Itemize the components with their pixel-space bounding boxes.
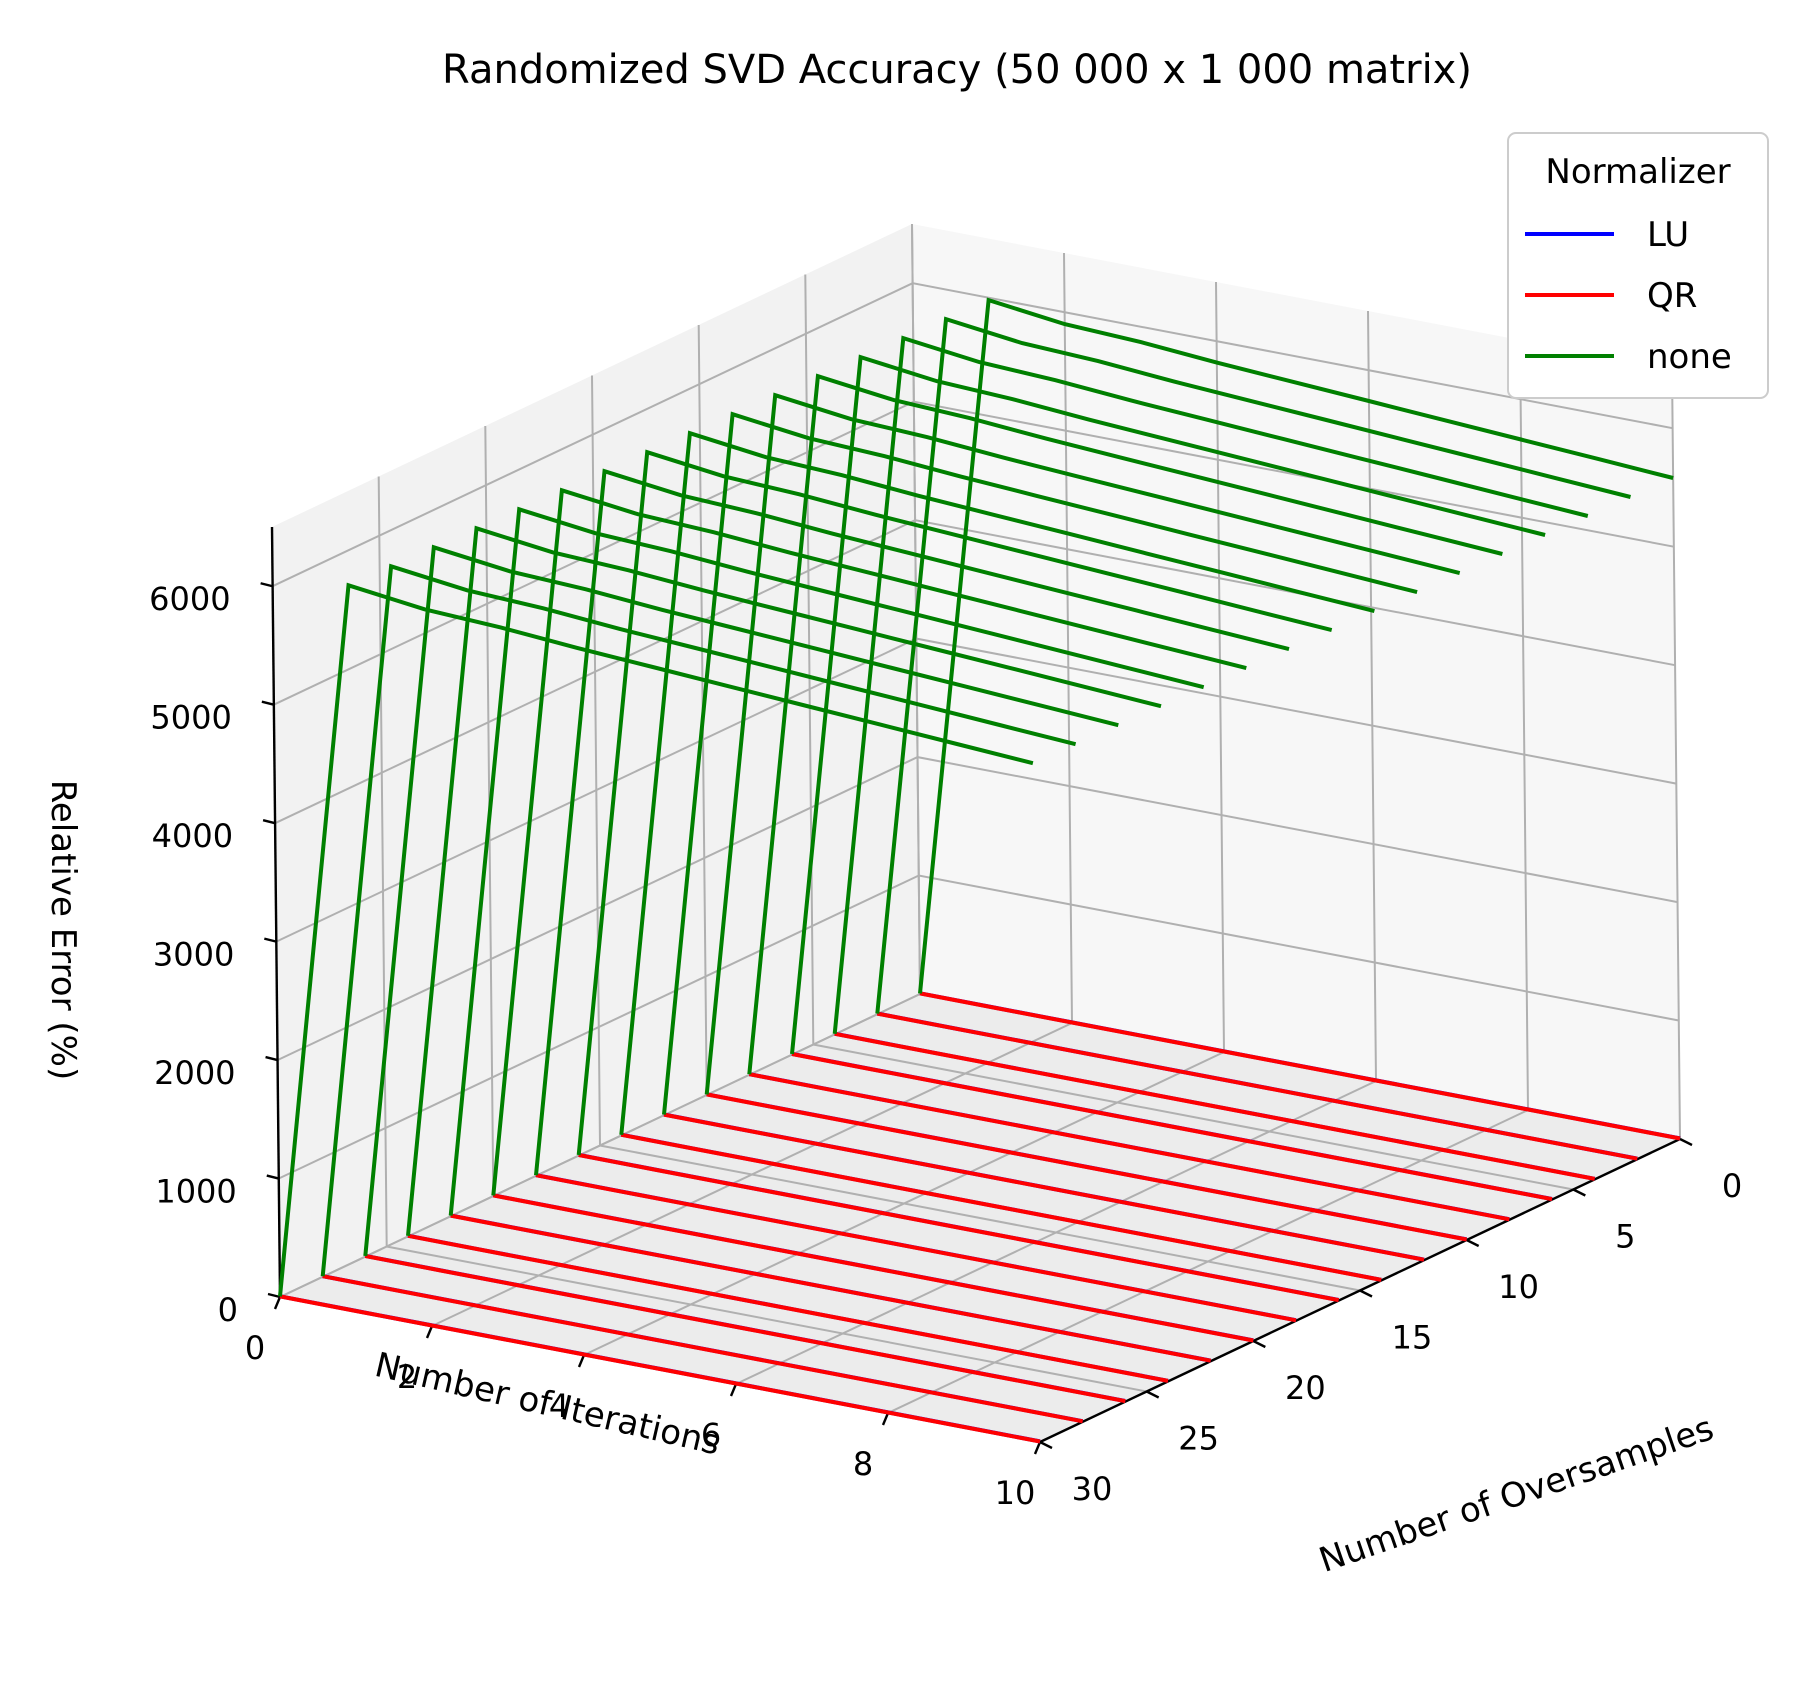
series-line-qr bbox=[748, 1072, 1510, 1222]
series-line-none bbox=[448, 506, 1205, 1216]
legend-title: Normalizer bbox=[1545, 152, 1730, 192]
series-line-qr bbox=[578, 1153, 1340, 1303]
z-tick bbox=[262, 818, 276, 825]
series-line-qr bbox=[492, 1193, 1254, 1343]
series-line-none bbox=[619, 430, 1375, 1135]
x-tick-label: 2 bbox=[397, 1358, 417, 1396]
x-tick-label: 10 bbox=[995, 1474, 1036, 1512]
series-line-none bbox=[662, 411, 1418, 1115]
legend-frame bbox=[1507, 132, 1769, 399]
z-tick-label: 2000 bbox=[154, 1054, 235, 1092]
z-tick bbox=[265, 1055, 278, 1062]
y-tick-label: 15 bbox=[1392, 1319, 1433, 1357]
legend-label-qr: QR bbox=[1647, 276, 1697, 316]
series-line-qr bbox=[834, 1031, 1596, 1181]
z-tick-label: 1000 bbox=[155, 1173, 236, 1211]
z-axis-line bbox=[270, 526, 282, 1298]
y-tick bbox=[1252, 1339, 1266, 1349]
series-line-none bbox=[832, 335, 1589, 1034]
x-tick bbox=[577, 1354, 586, 1368]
z-tick-label: 6000 bbox=[149, 580, 230, 618]
x-tick-label: 0 bbox=[245, 1329, 265, 1367]
z-tick bbox=[260, 582, 273, 588]
series-line-none bbox=[534, 468, 1290, 1176]
series-line-qr bbox=[620, 1132, 1382, 1282]
legend-label-none: none bbox=[1647, 337, 1732, 377]
series-line-qr bbox=[791, 1052, 1553, 1202]
y-tick-label: 0 bbox=[1722, 1167, 1742, 1205]
y-tick bbox=[1679, 1137, 1693, 1147]
z-tick-label: 5000 bbox=[150, 699, 231, 737]
series-line-qr bbox=[450, 1213, 1212, 1363]
series-line-none bbox=[491, 487, 1247, 1196]
series-line-none bbox=[704, 392, 1461, 1095]
series-line-none bbox=[747, 373, 1503, 1075]
series-line-none bbox=[278, 582, 1034, 1297]
grid-line-z bbox=[277, 756, 1678, 1062]
grid-line-z bbox=[272, 282, 1673, 588]
y-tick-label: 25 bbox=[1178, 1420, 1219, 1458]
y-tick bbox=[1039, 1440, 1053, 1450]
z-axis-label: Relative Error (%) bbox=[43, 780, 83, 1080]
series-line-qr bbox=[876, 1011, 1638, 1161]
series-line-qr bbox=[322, 1274, 1084, 1424]
legend-label-lu: LU bbox=[1647, 215, 1689, 255]
series-layer bbox=[278, 297, 1681, 1444]
y-tick-label: 5 bbox=[1615, 1218, 1635, 1256]
z-tick bbox=[266, 1174, 280, 1180]
x-tick bbox=[729, 1383, 738, 1397]
x-tick-label: 8 bbox=[853, 1445, 873, 1483]
series-line-qr bbox=[706, 1092, 1468, 1242]
y-tick-label: 10 bbox=[1498, 1268, 1539, 1306]
x-tick bbox=[425, 1325, 434, 1339]
y-tick bbox=[1572, 1188, 1586, 1197]
z-tick-label: 3000 bbox=[153, 936, 234, 974]
axis-ticks: 0 2 4 6 8 10 0 5 10 15 20 25 30 0 1000 2000 3000 4000 5000… bbox=[149, 580, 1742, 1512]
series-line-none bbox=[363, 544, 1119, 1257]
series-line-none bbox=[790, 354, 1546, 1055]
series-line-qr bbox=[919, 991, 1681, 1141]
grid-line-z bbox=[273, 400, 1674, 706]
y-tick bbox=[1466, 1238, 1480, 1248]
grid-line-z bbox=[278, 874, 1679, 1180]
z-tick-label: 0 bbox=[218, 1291, 238, 1329]
legend: Normalizer LU QR none bbox=[1507, 132, 1769, 399]
series-line-none bbox=[576, 449, 1333, 1156]
y-tick-label: 30 bbox=[1072, 1470, 1113, 1508]
series-line-qr bbox=[663, 1112, 1425, 1262]
x-tick bbox=[1033, 1441, 1042, 1455]
z-tick-label: 4000 bbox=[152, 817, 233, 855]
series-line-qr bbox=[407, 1233, 1169, 1383]
grid-line-z bbox=[274, 519, 1676, 825]
y-tick-label: 20 bbox=[1285, 1369, 1326, 1407]
series-line-qr bbox=[535, 1173, 1297, 1323]
z-tick bbox=[267, 1292, 281, 1299]
y-axis-label: Number of Oversamples bbox=[1314, 1408, 1719, 1581]
series-line-none bbox=[875, 316, 1631, 1014]
series-line-qr bbox=[279, 1294, 1041, 1444]
x-tick bbox=[273, 1296, 282, 1310]
x-tick-label: 4 bbox=[549, 1387, 569, 1425]
series-line-none bbox=[406, 525, 1162, 1236]
series-line-none bbox=[918, 297, 1674, 994]
y-tick bbox=[1146, 1390, 1160, 1399]
z-tick bbox=[264, 937, 277, 943]
chart-title: Randomized SVD Accuracy (50 000 x 1 000 … bbox=[442, 47, 1472, 93]
y-tick bbox=[1359, 1289, 1373, 1298]
x-tick-label: 6 bbox=[701, 1416, 721, 1454]
x-tick bbox=[881, 1412, 890, 1426]
series-line-none bbox=[320, 563, 1077, 1277]
series-line-qr bbox=[364, 1254, 1126, 1404]
z-tick bbox=[261, 700, 275, 706]
